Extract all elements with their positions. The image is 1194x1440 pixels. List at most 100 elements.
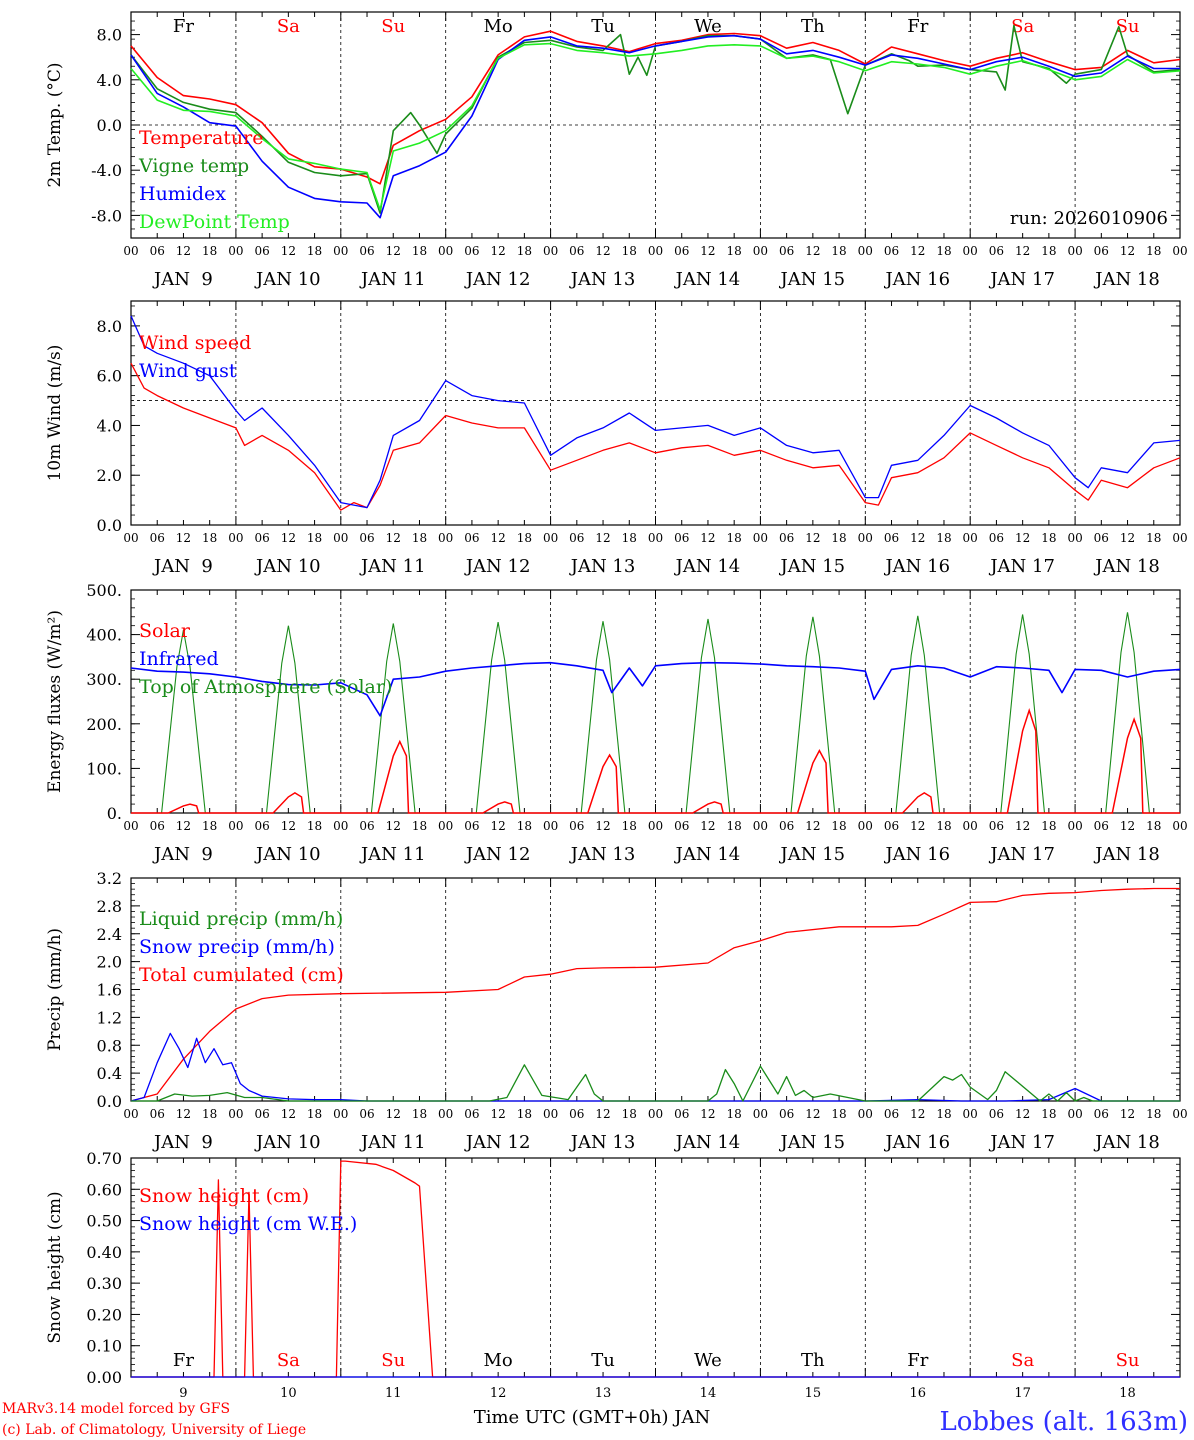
y-tick-label: 0.40: [86, 1243, 122, 1262]
hour-tick-label: 12: [805, 1107, 820, 1121]
weekday-label: Tu: [591, 1350, 615, 1371]
hour-tick-label: 12: [805, 531, 820, 545]
weekday-label: We: [694, 16, 722, 37]
day-number-label: 11: [385, 1386, 402, 1401]
y-axis-label: 2m Temp. (°C): [45, 62, 65, 187]
hour-tick-label: 06: [464, 1107, 479, 1121]
hour-tick-label: 06: [359, 244, 374, 258]
legend-entry: Wind speed: [139, 332, 251, 354]
y-tick-label: 6.0: [97, 367, 122, 386]
day-date-label: JAN 16: [883, 269, 950, 290]
hour-tick-label: 00: [228, 531, 243, 545]
legend-entry: Top of Atmosphere (Solar): [139, 676, 392, 698]
weekday-label: Su: [381, 16, 405, 37]
hour-tick-label: 18: [1146, 531, 1161, 545]
panel-wind: 0.0 2.0 4.0 6.0 8.0 10m Wind (m/s) 00 06 12 18 00 0…: [45, 300, 1188, 577]
series-line-humidex: [130, 34, 1180, 219]
day-date-label: JAN 12: [464, 1132, 531, 1153]
hour-tick-label: 06: [779, 1107, 794, 1121]
weekday-label: Mo: [484, 1350, 513, 1371]
y-tick-label: 0.70: [86, 1149, 122, 1168]
hour-tick-label: 00: [648, 819, 663, 833]
day-date-label: JAN 18: [1093, 556, 1160, 577]
day-date-label: JAN 10: [254, 556, 321, 577]
weekday-label: Mo: [484, 16, 513, 37]
hour-tick-label: 00: [648, 531, 663, 545]
hour-tick-label: 00: [648, 1107, 663, 1121]
weekday-label: Sa: [277, 16, 300, 37]
hour-tick-label: 06: [884, 1107, 899, 1121]
hour-tick-label: 06: [1094, 531, 1109, 545]
hour-tick-label: 00: [858, 531, 873, 545]
legend-entry: Liquid precip (mm/h): [139, 908, 343, 930]
hour-tick-label: 12: [386, 531, 401, 545]
weekday-label: Tu: [591, 16, 615, 37]
meteogram-panels: -8.0 -4.0 0.0 4.0 8.0 2m Temp. (°C) 00 06 12 18 00…: [45, 11, 1188, 1401]
day-date-label: JAN 12: [464, 556, 531, 577]
hour-tick-label: 06: [569, 1107, 584, 1121]
hour-tick-label: 12: [1120, 244, 1135, 258]
hour-tick-label: 12: [386, 819, 401, 833]
day-date-label: JAN 11: [359, 1132, 426, 1153]
hour-tick-label: 18: [1041, 819, 1056, 833]
hour-tick-label: 00: [228, 1107, 243, 1121]
hour-tick-label: 06: [779, 819, 794, 833]
day-number-label: 10: [280, 1386, 297, 1401]
hour-tick-label: 18: [1041, 244, 1056, 258]
day-date-label: JAN 18: [1093, 844, 1160, 865]
hour-tick-label: 00: [753, 244, 768, 258]
hour-tick-label: 00: [228, 244, 243, 258]
hour-tick-label: 18: [412, 244, 427, 258]
y-tick-label: 0.4: [97, 1064, 122, 1083]
y-tick-label: 0.10: [86, 1337, 122, 1356]
hour-tick-label: 00: [753, 531, 768, 545]
panel-temp: -8.0 -4.0 0.0 4.0 8.0 2m Temp. (°C) 00 06 12 18 00…: [45, 11, 1188, 290]
plot-frame: [130, 589, 1181, 814]
hour-tick-label: 06: [359, 819, 374, 833]
hour-tick-label: 12: [491, 819, 506, 833]
day-date-label: JAN 12: [464, 844, 531, 865]
hour-tick-label: 12: [805, 819, 820, 833]
legend-entry: Snow height (cm): [139, 1185, 309, 1207]
hour-tick-label: 00: [123, 531, 138, 545]
hour-tick-label: 18: [517, 244, 532, 258]
day-date-label: JAN 9: [152, 556, 213, 577]
hour-tick-label: 06: [989, 1107, 1004, 1121]
hour-tick-label: 18: [307, 819, 322, 833]
day-date-label: JAN 17: [988, 556, 1055, 577]
hour-tick-label: 00: [123, 819, 138, 833]
hour-tick-label: 12: [176, 531, 191, 545]
weekday-label: Fr: [173, 16, 194, 37]
hour-tick-label: 18: [202, 1107, 217, 1121]
hour-tick-label: 12: [1015, 531, 1030, 545]
y-axis-label: 10m Wind (m/s): [45, 345, 65, 482]
y-tick-label: 0.60: [86, 1180, 122, 1199]
hour-tick-label: 12: [386, 244, 401, 258]
legend-entry: DewPoint Temp: [139, 211, 290, 233]
y-tick-label: 0.0: [97, 516, 122, 535]
y-tick-label: 200.: [86, 715, 122, 734]
day-number-label: 15: [805, 1386, 822, 1401]
day-number-label: 9: [179, 1386, 187, 1401]
hour-tick-label: 00: [543, 244, 558, 258]
y-tick-label: 0.: [107, 804, 122, 823]
panel-precip: 0.0 0.4 0.8 1.2 1.6 2.0 2.4 2.8 3.2 Precip (mm/h)…: [45, 869, 1188, 1153]
y-tick-label: 8.0: [97, 26, 122, 45]
hour-tick-label: 12: [491, 244, 506, 258]
hour-tick-label: 06: [989, 819, 1004, 833]
hour-tick-label: 18: [1146, 1107, 1161, 1121]
hour-tick-label: 12: [281, 531, 296, 545]
day-date-label: JAN 14: [674, 1132, 741, 1153]
hour-tick-label: 00: [333, 1107, 348, 1121]
day-date-label: JAN 9: [152, 1132, 213, 1153]
day-date-label: JAN 15: [779, 556, 846, 577]
station-name: Lobbes (alt. 163m): [939, 1407, 1188, 1437]
weekday-label: Sa: [1011, 16, 1034, 37]
hour-tick-label: 00: [1067, 819, 1082, 833]
hour-tick-label: 12: [176, 1107, 191, 1121]
day-date-label: JAN 16: [883, 1132, 950, 1153]
hour-tick-label: 12: [595, 531, 610, 545]
hour-tick-label: 06: [464, 244, 479, 258]
hour-tick-label: 12: [176, 244, 191, 258]
hour-tick-label: 18: [936, 819, 951, 833]
